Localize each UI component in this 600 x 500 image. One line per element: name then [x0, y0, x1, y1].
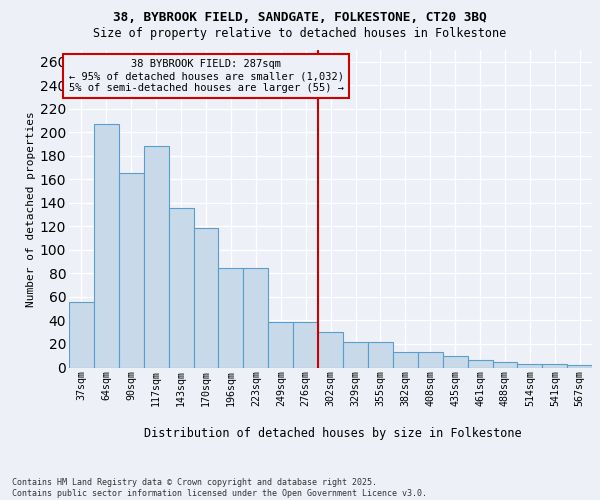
Bar — [293, 322, 318, 368]
Bar — [393, 352, 418, 368]
Bar — [244, 268, 268, 368]
Bar — [343, 342, 368, 367]
Bar — [493, 362, 517, 368]
Bar — [144, 146, 169, 368]
Text: Contains HM Land Registry data © Crown copyright and database right 2025.
Contai: Contains HM Land Registry data © Crown c… — [12, 478, 427, 498]
Text: Size of property relative to detached houses in Folkestone: Size of property relative to detached ho… — [94, 28, 506, 40]
Bar — [567, 365, 592, 368]
Bar — [169, 208, 194, 368]
Y-axis label: Number of detached properties: Number of detached properties — [26, 111, 35, 306]
Bar — [69, 302, 94, 368]
Bar — [268, 322, 293, 368]
Text: 38, BYBROOK FIELD, SANDGATE, FOLKESTONE, CT20 3BQ: 38, BYBROOK FIELD, SANDGATE, FOLKESTONE,… — [113, 11, 487, 24]
Bar — [194, 228, 218, 368]
Bar — [418, 352, 443, 368]
Bar — [467, 360, 493, 368]
Bar — [94, 124, 119, 368]
Bar — [318, 332, 343, 368]
Bar — [542, 364, 567, 368]
Bar — [119, 174, 144, 368]
Bar — [368, 342, 393, 367]
Bar — [517, 364, 542, 368]
Bar — [443, 356, 467, 368]
Text: 38 BYBROOK FIELD: 287sqm
← 95% of detached houses are smaller (1,032)
5% of semi: 38 BYBROOK FIELD: 287sqm ← 95% of detach… — [68, 60, 344, 92]
Text: Distribution of detached houses by size in Folkestone: Distribution of detached houses by size … — [144, 428, 522, 440]
Bar — [218, 268, 244, 368]
